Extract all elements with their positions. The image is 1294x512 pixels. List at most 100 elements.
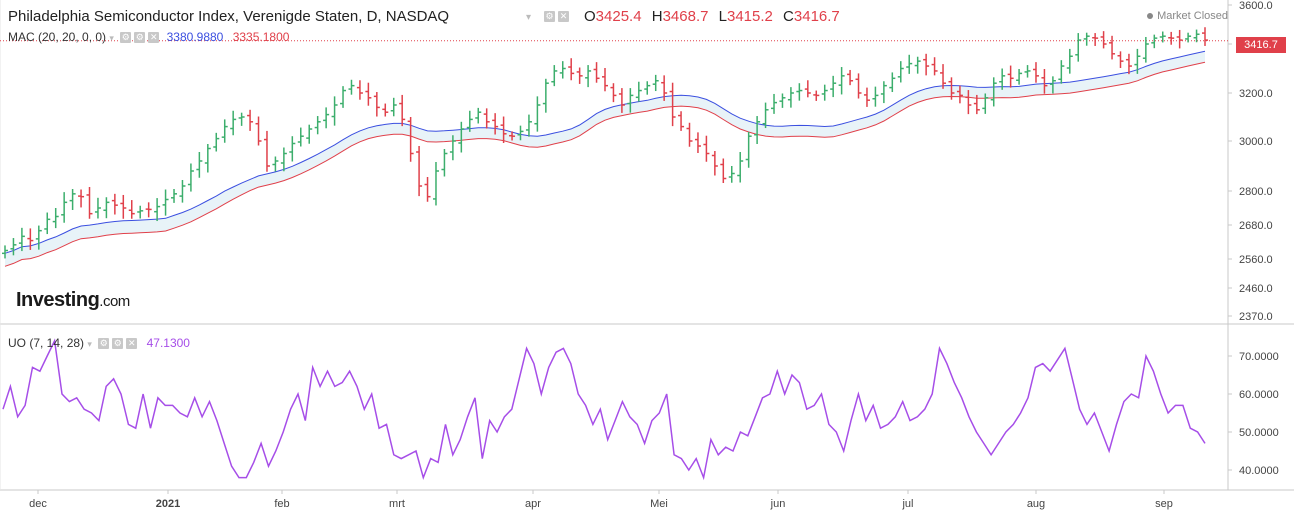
price-tick-label: 2800.0	[1239, 186, 1273, 198]
ohlc-bars[interactable]	[2, 27, 1208, 259]
ohlc-bar	[373, 92, 380, 117]
ohlc-bar	[745, 131, 752, 168]
ohlc-bar	[255, 116, 262, 146]
ohlc-bar	[813, 90, 820, 101]
settings-icon: ⚙	[112, 338, 124, 350]
ohlc-bar	[230, 110, 237, 136]
ohlc-bar	[162, 189, 169, 216]
x-tick-label: 2021	[156, 498, 180, 510]
chevron-down-icon[interactable]: ▾	[526, 12, 532, 23]
ohlc-bar	[635, 81, 642, 102]
ohlc-bar	[128, 200, 135, 219]
uo-legend[interactable]: UO (7, 14, 28) ▾ ⚙ ⚙ ✕ 47.1300	[8, 336, 190, 350]
ohlc-bar	[323, 107, 330, 129]
ohlc-bar	[838, 67, 845, 95]
high-value: 3468.7	[662, 8, 709, 25]
ohlc-bar	[855, 73, 862, 99]
ohlc-bar	[1058, 60, 1065, 84]
ohlc-bar	[365, 82, 372, 106]
ohlc-bar	[111, 193, 118, 215]
settings-icon: ⚙	[134, 32, 146, 44]
ohlc-bar	[669, 82, 676, 127]
ohlc-bar	[762, 102, 769, 129]
ohlc-bar	[821, 84, 828, 101]
ohlc-bar	[407, 117, 414, 162]
ohlc-bar	[872, 86, 879, 107]
ohlc-bar	[1134, 48, 1141, 74]
close-value: 3416.7	[793, 8, 840, 25]
ohlc-bar	[69, 189, 76, 210]
ohlc-bar	[728, 166, 735, 183]
ohlc-bar	[804, 80, 811, 98]
ohlc-bar	[137, 205, 144, 219]
ohlc-bar	[35, 225, 42, 250]
uo-line[interactable]	[2, 338, 1206, 481]
ohlc-bar	[542, 78, 549, 113]
ohlc-bar	[576, 67, 583, 84]
ohlc-bar	[500, 116, 507, 143]
ohlc-bar	[1016, 68, 1023, 85]
ohlc-bar	[779, 93, 786, 108]
ohlc-bar	[314, 116, 321, 135]
ohlc-bar	[1075, 33, 1082, 62]
x-tick-label: dec	[29, 498, 47, 510]
ohlc-bar	[720, 158, 727, 183]
investing-logo: Investing.com	[16, 289, 130, 311]
ohlc-bar	[948, 77, 955, 100]
ohlc-bar	[2, 245, 8, 259]
ohlc-bar	[787, 87, 794, 108]
ohlc-bar	[1142, 36, 1149, 63]
ohlc-bar	[449, 135, 456, 161]
ohlc-bar	[382, 103, 389, 117]
ohlc-bar	[18, 227, 25, 252]
chevron-down-icon: ▾	[87, 339, 92, 349]
ohlc-bar	[44, 212, 51, 235]
ohlc-bar	[187, 163, 194, 192]
ohlc-bar	[483, 108, 490, 129]
uo-tick-label: 50.0000	[1239, 427, 1279, 439]
ohlc-bar	[1100, 31, 1107, 49]
x-tick-label: mrt	[389, 498, 405, 510]
ohlc-bar	[247, 109, 254, 131]
mac-band	[0, 40, 1228, 267]
mac-lower-value: 3335.1800	[232, 30, 290, 44]
ohlc-bar	[340, 86, 347, 108]
ohlc-bar	[880, 81, 887, 104]
x-tick-label: sep	[1155, 498, 1173, 510]
ohlc-bar	[306, 124, 313, 144]
price-tick-label: 2370.0	[1239, 311, 1273, 323]
ohlc-bar	[897, 61, 904, 83]
ohlc-bar	[297, 127, 304, 147]
ohlc-bar	[120, 194, 127, 219]
uo-tick-label: 70.0000	[1239, 351, 1279, 363]
settings-icon: ⚙	[120, 32, 132, 44]
mac-legend[interactable]: MAC (20, 20, 0, 0) ▾ ⚙ ⚙ ✕ 3380.9880 3335.…	[8, 30, 289, 44]
close-icon: ✕	[126, 338, 138, 350]
ohlc-bar	[551, 65, 558, 87]
mac-band-fill	[5, 51, 1205, 267]
ohlc-bar	[86, 187, 93, 219]
ohlc-bar	[754, 116, 761, 144]
x-tick-label: jun	[770, 498, 786, 510]
settings-icon: ⚙	[98, 338, 110, 350]
chevron-down-icon: ▾	[109, 33, 114, 43]
low-value: 3415.2	[726, 8, 773, 25]
ohlc-bar	[889, 72, 896, 93]
ohlc-bar	[652, 74, 659, 92]
x-tick-label: Mei	[650, 498, 668, 510]
ohlc-bar	[686, 122, 693, 147]
ohlc-bar	[931, 57, 938, 76]
price-tick-label: 3600.0	[1239, 0, 1273, 12]
settings-icon[interactable]: ⚙ ✕	[544, 11, 569, 23]
ohlc-bar	[627, 88, 634, 113]
ohlc-bar	[678, 111, 685, 131]
price-tick-label: 2560.0	[1239, 254, 1273, 266]
ohlc-bar	[1066, 48, 1073, 74]
ohlc-bar	[196, 152, 203, 178]
ohlc-bar	[1032, 62, 1039, 83]
mac-label: MAC (20, 20, 0, 0)	[8, 30, 107, 44]
ohlc-bar	[940, 64, 947, 89]
ohlc-bar	[221, 119, 228, 143]
ohlc-bar	[906, 54, 913, 74]
ohlc-bar	[863, 87, 870, 107]
